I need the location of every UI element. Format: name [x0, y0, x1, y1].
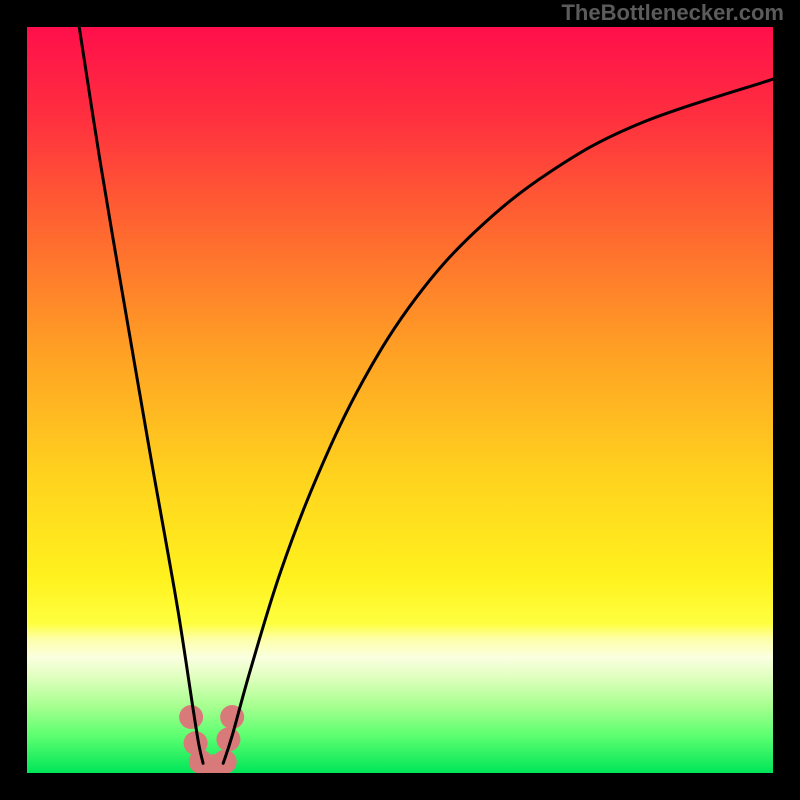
curve-right-branch: [223, 79, 773, 763]
curve-left-branch: [79, 27, 203, 763]
data-marker: [179, 705, 203, 729]
plot-area: [27, 27, 773, 773]
marker-layer: [179, 705, 244, 773]
chart-container: TheBottlenecker.com: [0, 0, 800, 800]
watermark-text: TheBottlenecker.com: [561, 0, 784, 26]
chart-svg: [27, 27, 773, 773]
